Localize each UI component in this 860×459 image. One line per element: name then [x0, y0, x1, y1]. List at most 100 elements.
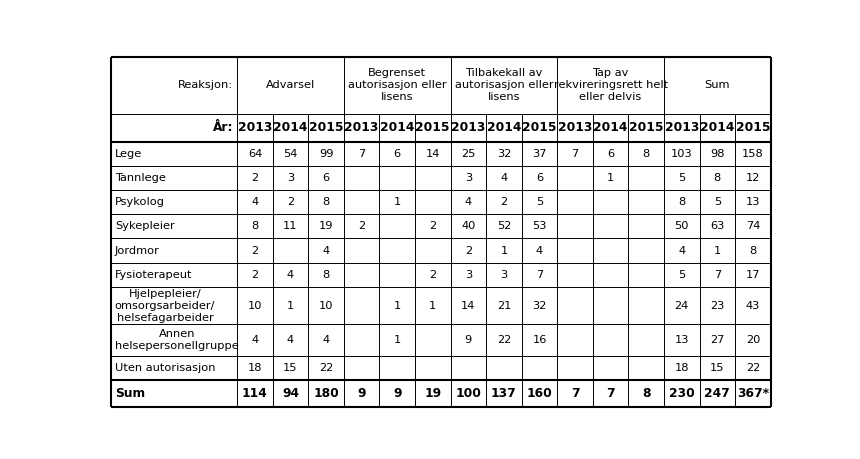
Text: 12: 12	[746, 173, 760, 183]
Text: 3: 3	[287, 173, 294, 183]
Text: Jordmor: Jordmor	[115, 246, 160, 256]
Text: 247: 247	[704, 387, 730, 400]
Text: 6: 6	[607, 149, 614, 159]
Text: 8: 8	[749, 246, 757, 256]
Text: 2: 2	[287, 197, 294, 207]
Text: 1: 1	[287, 301, 294, 311]
Text: Psykolog: Psykolog	[115, 197, 165, 207]
Text: 1: 1	[394, 197, 401, 207]
Text: 15: 15	[283, 363, 298, 373]
Text: Lege: Lege	[115, 149, 142, 159]
Text: 2014: 2014	[380, 121, 415, 134]
Text: Tilbakekall av
autorisasjon eller
lisens: Tilbakekall av autorisasjon eller lisens	[455, 68, 553, 102]
Text: 3: 3	[464, 270, 472, 280]
Text: 10: 10	[248, 301, 262, 311]
Text: 2: 2	[501, 197, 507, 207]
Text: 6: 6	[322, 173, 329, 183]
Text: 103: 103	[671, 149, 692, 159]
Text: 7: 7	[358, 149, 366, 159]
Text: 37: 37	[532, 149, 547, 159]
Text: 2014: 2014	[487, 121, 521, 134]
Text: 5: 5	[679, 270, 685, 280]
Text: 63: 63	[710, 221, 724, 231]
Text: 22: 22	[746, 363, 760, 373]
Text: Uten autorisasjon: Uten autorisasjon	[115, 363, 215, 373]
Text: 3: 3	[464, 173, 472, 183]
Text: 22: 22	[319, 363, 333, 373]
Text: 2015: 2015	[415, 121, 450, 134]
Text: 8: 8	[714, 173, 721, 183]
Text: 2014: 2014	[273, 121, 308, 134]
Text: Sum: Sum	[704, 80, 730, 90]
Text: 4: 4	[536, 246, 543, 256]
Text: 1: 1	[714, 246, 721, 256]
Text: 18: 18	[674, 363, 689, 373]
Text: 43: 43	[746, 301, 760, 311]
Text: 160: 160	[526, 387, 552, 400]
Text: 137: 137	[491, 387, 517, 400]
Text: 8: 8	[642, 387, 650, 400]
Text: 5: 5	[536, 197, 543, 207]
Text: Annen
helsepersonellgruppe: Annen helsepersonellgruppe	[115, 329, 238, 351]
Text: 367*: 367*	[737, 387, 769, 400]
Text: 13: 13	[674, 335, 689, 345]
Text: 14: 14	[461, 301, 476, 311]
Text: 4: 4	[501, 173, 507, 183]
Text: 99: 99	[319, 149, 334, 159]
Text: 3: 3	[501, 270, 507, 280]
Text: 9: 9	[464, 335, 472, 345]
Text: 7: 7	[536, 270, 543, 280]
Text: Tannlege: Tannlege	[115, 173, 166, 183]
Text: 94: 94	[282, 387, 299, 400]
Text: 2015: 2015	[629, 121, 663, 134]
Text: 5: 5	[714, 197, 721, 207]
Text: 25: 25	[461, 149, 476, 159]
Text: 4: 4	[679, 246, 685, 256]
Text: Hjelpepleier/
omsorgsarbeider/
helsefagarbeider: Hjelpepleier/ omsorgsarbeider/ helsefaga…	[115, 289, 215, 323]
Text: 32: 32	[497, 149, 511, 159]
Text: Sum: Sum	[115, 387, 145, 400]
Text: 4: 4	[322, 335, 329, 345]
Text: 11: 11	[283, 221, 298, 231]
Text: 9: 9	[393, 387, 402, 400]
Text: 4: 4	[287, 335, 294, 345]
Text: 2015: 2015	[309, 121, 343, 134]
Text: 2: 2	[251, 173, 259, 183]
Text: 230: 230	[669, 387, 695, 400]
Text: Begrenset
autorisasjon eller
lisens: Begrenset autorisasjon eller lisens	[347, 68, 446, 102]
Text: 4: 4	[251, 335, 259, 345]
Text: 2: 2	[251, 246, 259, 256]
Text: 2: 2	[358, 221, 366, 231]
Text: Fysioterapeut: Fysioterapeut	[115, 270, 193, 280]
Text: 6: 6	[536, 173, 543, 183]
Text: 114: 114	[242, 387, 267, 400]
Text: 2013: 2013	[452, 121, 486, 134]
Text: 27: 27	[710, 335, 724, 345]
Text: År:: År:	[212, 121, 233, 134]
Text: 4: 4	[464, 197, 472, 207]
Text: 100: 100	[456, 387, 482, 400]
Text: 8: 8	[322, 197, 329, 207]
Text: 74: 74	[746, 221, 760, 231]
Text: 8: 8	[642, 149, 650, 159]
Text: 52: 52	[497, 221, 511, 231]
Text: 2: 2	[429, 270, 436, 280]
Text: 7: 7	[571, 387, 580, 400]
Text: 2013: 2013	[665, 121, 699, 134]
Text: 40: 40	[461, 221, 476, 231]
Text: 4: 4	[251, 197, 259, 207]
Text: 19: 19	[319, 221, 334, 231]
Text: 15: 15	[710, 363, 725, 373]
Text: 1: 1	[501, 246, 507, 256]
Text: 24: 24	[674, 301, 689, 311]
Text: 8: 8	[251, 221, 259, 231]
Text: 158: 158	[742, 149, 764, 159]
Text: 22: 22	[497, 335, 511, 345]
Text: 6: 6	[394, 149, 401, 159]
Text: Sykepleier: Sykepleier	[115, 221, 175, 231]
Text: 2013: 2013	[237, 121, 272, 134]
Text: Advarsel: Advarsel	[266, 80, 315, 90]
Text: Reaksjon:: Reaksjon:	[178, 80, 233, 90]
Text: 7: 7	[606, 387, 615, 400]
Text: 53: 53	[532, 221, 547, 231]
